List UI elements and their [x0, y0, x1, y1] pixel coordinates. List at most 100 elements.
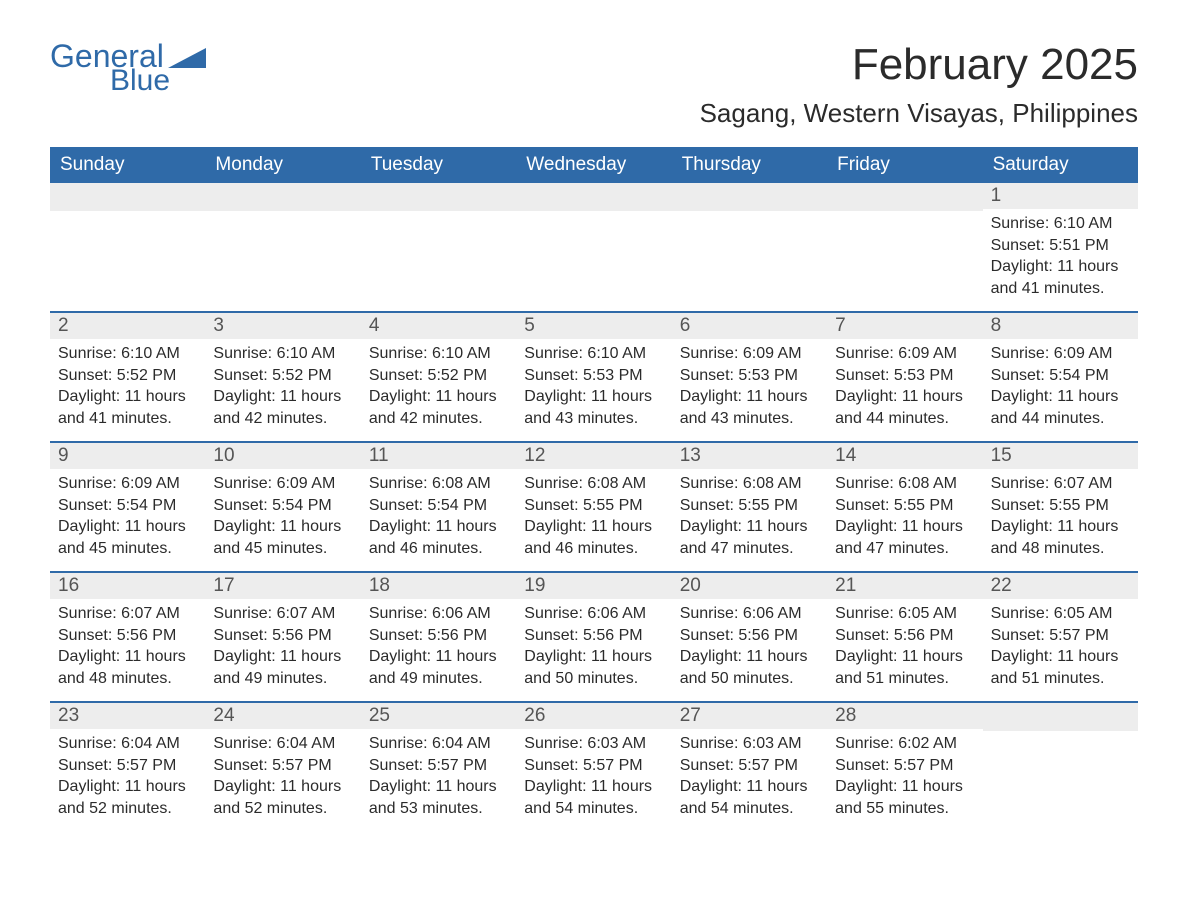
- sunset-text: Sunset: 5:56 PM: [369, 625, 508, 647]
- week-row: 23Sunrise: 6:04 AMSunset: 5:57 PMDayligh…: [50, 701, 1138, 831]
- day-cell: 14Sunrise: 6:08 AMSunset: 5:55 PMDayligh…: [827, 443, 982, 571]
- daylight-text: Daylight: 11 hours and 52 minutes.: [213, 776, 352, 819]
- day-number: 17: [205, 573, 360, 599]
- location-subtitle: Sagang, Western Visayas, Philippines: [700, 98, 1138, 129]
- calendar: Sunday Monday Tuesday Wednesday Thursday…: [50, 147, 1138, 831]
- day-number: 2: [50, 313, 205, 339]
- daylight-text: Daylight: 11 hours and 48 minutes.: [991, 516, 1130, 559]
- logo-word-blue: Blue: [110, 66, 206, 96]
- logo: General Blue: [50, 40, 206, 96]
- weekday-header: Tuesday: [361, 147, 516, 183]
- day-number: 22: [983, 573, 1138, 599]
- week-row: 2Sunrise: 6:10 AMSunset: 5:52 PMDaylight…: [50, 311, 1138, 441]
- daylight-text: Daylight: 11 hours and 47 minutes.: [680, 516, 819, 559]
- day-number: [672, 183, 827, 211]
- daylight-text: Daylight: 11 hours and 49 minutes.: [213, 646, 352, 689]
- daylight-text: Daylight: 11 hours and 52 minutes.: [58, 776, 197, 819]
- day-number: [361, 183, 516, 211]
- weekday-header: Sunday: [50, 147, 205, 183]
- day-number: 4: [361, 313, 516, 339]
- sunset-text: Sunset: 5:57 PM: [58, 755, 197, 777]
- daylight-text: Daylight: 11 hours and 43 minutes.: [680, 386, 819, 429]
- day-number: 6: [672, 313, 827, 339]
- day-cell: 25Sunrise: 6:04 AMSunset: 5:57 PMDayligh…: [361, 703, 516, 831]
- day-cell: 18Sunrise: 6:06 AMSunset: 5:56 PMDayligh…: [361, 573, 516, 701]
- day-body: Sunrise: 6:09 AMSunset: 5:53 PMDaylight:…: [672, 339, 827, 439]
- week-row: 16Sunrise: 6:07 AMSunset: 5:56 PMDayligh…: [50, 571, 1138, 701]
- sunrise-text: Sunrise: 6:06 AM: [680, 603, 819, 625]
- day-body: Sunrise: 6:10 AMSunset: 5:53 PMDaylight:…: [516, 339, 671, 439]
- sunset-text: Sunset: 5:56 PM: [58, 625, 197, 647]
- day-cell: 21Sunrise: 6:05 AMSunset: 5:56 PMDayligh…: [827, 573, 982, 701]
- sunrise-text: Sunrise: 6:04 AM: [213, 733, 352, 755]
- day-cell: 7Sunrise: 6:09 AMSunset: 5:53 PMDaylight…: [827, 313, 982, 441]
- sunrise-text: Sunrise: 6:06 AM: [369, 603, 508, 625]
- sunset-text: Sunset: 5:57 PM: [369, 755, 508, 777]
- weeks-container: 1Sunrise: 6:10 AMSunset: 5:51 PMDaylight…: [50, 183, 1138, 831]
- sunset-text: Sunset: 5:53 PM: [524, 365, 663, 387]
- day-number: 9: [50, 443, 205, 469]
- sunrise-text: Sunrise: 6:06 AM: [524, 603, 663, 625]
- sunrise-text: Sunrise: 6:03 AM: [524, 733, 663, 755]
- weekday-header: Monday: [205, 147, 360, 183]
- day-number: 8: [983, 313, 1138, 339]
- day-body: Sunrise: 6:07 AMSunset: 5:56 PMDaylight:…: [205, 599, 360, 699]
- daylight-text: Daylight: 11 hours and 41 minutes.: [58, 386, 197, 429]
- day-cell: 13Sunrise: 6:08 AMSunset: 5:55 PMDayligh…: [672, 443, 827, 571]
- day-cell: 11Sunrise: 6:08 AMSunset: 5:54 PMDayligh…: [361, 443, 516, 571]
- day-cell: 23 Sunrise: 6:04 AMSunset: 5:57 PMDayligh…: [50, 703, 205, 831]
- sunset-text: Sunset: 5:56 PM: [680, 625, 819, 647]
- sunrise-text: Sunrise: 6:10 AM: [58, 343, 197, 365]
- sunset-text: Sunset: 5:53 PM: [680, 365, 819, 387]
- day-body: Sunrise: 6:05 AMSunset: 5:56 PMDaylight:…: [827, 599, 982, 699]
- daylight-text: Daylight: 11 hours and 54 minutes.: [524, 776, 663, 819]
- day-body: Sunrise: 6:03 AMSunset: 5:57 PMDaylight:…: [672, 729, 827, 829]
- day-number: 1: [983, 183, 1138, 209]
- day-cell: 6Sunrise: 6:09 AMSunset: 5:53 PMDaylight…: [672, 313, 827, 441]
- day-body: Sunrise: 6:10 AMSunset: 5:52 PMDaylight:…: [205, 339, 360, 439]
- day-number: [205, 183, 360, 211]
- day-number: 23: [50, 703, 205, 729]
- sunset-text: Sunset: 5:56 PM: [835, 625, 974, 647]
- day-number: 15: [983, 443, 1138, 469]
- day-body: Sunrise: 6:06 AMSunset: 5:56 PMDaylight:…: [361, 599, 516, 699]
- daylight-text: Daylight: 11 hours and 43 minutes.: [524, 386, 663, 429]
- sunset-text: Sunset: 5:52 PM: [213, 365, 352, 387]
- daylight-text: Daylight: 11 hours and 46 minutes.: [524, 516, 663, 559]
- day-cell: 5Sunrise: 6:10 AMSunset: 5:53 PMDaylight…: [516, 313, 671, 441]
- day-number: 11: [361, 443, 516, 469]
- sunrise-text: Sunrise: 6:09 AM: [991, 343, 1130, 365]
- week-row: 9Sunrise: 6:09 AMSunset: 5:54 PMDaylight…: [50, 441, 1138, 571]
- sunrise-text: Sunrise: 6:09 AM: [213, 473, 352, 495]
- day-body: Sunrise: 6:09 AMSunset: 5:53 PMDaylight:…: [827, 339, 982, 439]
- daylight-text: Daylight: 11 hours and 45 minutes.: [58, 516, 197, 559]
- sunset-text: Sunset: 5:57 PM: [213, 755, 352, 777]
- day-body: Sunrise: 6:10 AMSunset: 5:51 PMDaylight:…: [983, 209, 1138, 309]
- day-number: 14: [827, 443, 982, 469]
- sunrise-text: Sunrise: 6:10 AM: [213, 343, 352, 365]
- sunrise-text: Sunrise: 6:04 AM: [58, 733, 197, 755]
- day-body: Sunrise: 6:08 AMSunset: 5:55 PMDaylight:…: [516, 469, 671, 569]
- sunrise-text: Sunrise: 6:10 AM: [524, 343, 663, 365]
- sunrise-text: Sunrise: 6:07 AM: [213, 603, 352, 625]
- sunset-text: Sunset: 5:52 PM: [58, 365, 197, 387]
- day-body: Sunrise: 6:05 AMSunset: 5:57 PMDaylight:…: [983, 599, 1138, 699]
- day-cell: 1Sunrise: 6:10 AMSunset: 5:51 PMDaylight…: [983, 183, 1138, 311]
- day-cell: 4Sunrise: 6:10 AMSunset: 5:52 PMDaylight…: [361, 313, 516, 441]
- day-cell: 26Sunrise: 6:03 AMSunset: 5:57 PMDayligh…: [516, 703, 671, 831]
- daylight-text: Daylight: 11 hours and 44 minutes.: [835, 386, 974, 429]
- day-cell: 3Sunrise: 6:10 AMSunset: 5:52 PMDaylight…: [205, 313, 360, 441]
- sunrise-text: Sunrise: 6:08 AM: [369, 473, 508, 495]
- day-number: 27: [672, 703, 827, 729]
- daylight-text: Daylight: 11 hours and 53 minutes.: [369, 776, 508, 819]
- sunset-text: Sunset: 5:54 PM: [369, 495, 508, 517]
- day-body: Sunrise: 6:08 AMSunset: 5:55 PMDaylight:…: [672, 469, 827, 569]
- day-cell: [827, 183, 982, 311]
- sunset-text: Sunset: 5:51 PM: [991, 235, 1130, 257]
- sunset-text: Sunset: 5:54 PM: [58, 495, 197, 517]
- sunrise-text: Sunrise: 6:07 AM: [58, 603, 197, 625]
- sunset-text: Sunset: 5:54 PM: [991, 365, 1130, 387]
- day-cell: [672, 183, 827, 311]
- sunrise-text: Sunrise: 6:03 AM: [680, 733, 819, 755]
- sunrise-text: Sunrise: 6:02 AM: [835, 733, 974, 755]
